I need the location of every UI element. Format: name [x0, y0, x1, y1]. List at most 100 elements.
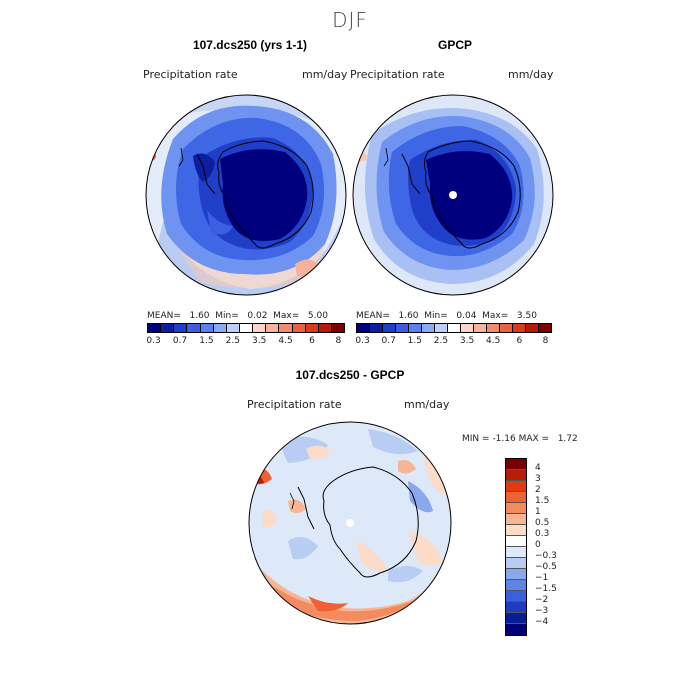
- diff-colorbar-tick-label: −1: [535, 573, 549, 583]
- model-colorbar-swatch: [331, 324, 345, 332]
- model-colorbar-swatch: [200, 324, 214, 332]
- diff-max-label: MAX =: [518, 434, 550, 444]
- obs-colorbar-swatch: [370, 324, 383, 332]
- diff-polar-map: [248, 421, 452, 625]
- diff-colorbar-swatch: [506, 591, 526, 602]
- model-colorbar-swatch: [161, 324, 175, 332]
- diff-colorbar-tick-label: −0.5: [535, 562, 557, 572]
- diff-units-label: mm/day: [404, 398, 450, 411]
- obs-colorbar-swatch: [357, 324, 370, 332]
- model-mean-value: 1.60: [189, 311, 210, 321]
- model-colorbar-tick-label: 8: [335, 336, 342, 346]
- model-units-label: mm/day: [302, 68, 348, 81]
- diff-colorbar-tick-label: 1: [535, 507, 541, 517]
- diff-colorbar-ticks: 4 3 2 1.5 1 0.5 0.3 0 −0.3 −0.5 −1 −1.5 −2 −3 −4: [535, 458, 575, 634]
- obs-stats: MEAN= 1.60 Min= 0.04 Max= 3.50: [356, 311, 537, 321]
- diff-colorbar-tick-label: 2: [535, 485, 541, 495]
- model-colorbar-tick-label: 4.5: [278, 336, 293, 346]
- obs-colorbar: [356, 323, 552, 333]
- obs-colorbar-swatch: [500, 324, 513, 332]
- model-colorbar-swatch: [253, 324, 267, 332]
- diff-max-value: 1.72: [557, 434, 578, 444]
- diff-colorbar-swatch: [506, 492, 526, 503]
- model-colorbar-swatch: [292, 324, 306, 332]
- model-colorbar-tick-label: 0.7: [172, 336, 188, 346]
- model-min-label: Min=: [215, 311, 239, 321]
- obs-colorbar-swatch: [383, 324, 396, 332]
- obs-colorbar-swatch: [487, 324, 500, 332]
- model-colorbar-swatch: [213, 324, 227, 332]
- obs-colorbar-tick-label: 1.5: [407, 336, 422, 346]
- diff-colorbar-swatch: [506, 624, 526, 635]
- obs-colorbar-swatch: [448, 324, 461, 332]
- obs-colorbar-swatch: [409, 324, 422, 332]
- obs-polar-map: [352, 94, 554, 296]
- diff-colorbar-swatch: [506, 514, 526, 525]
- obs-colorbar-tick-label: 2.5: [433, 336, 449, 346]
- diff-colorbar-swatch: [506, 459, 526, 470]
- diff-colorbar: [505, 458, 527, 636]
- model-colorbar-ticks: 0.3 0.7 1.5 2.5 3.5 4.5 6 8: [146, 336, 345, 348]
- obs-colorbar-tick-label: 4.5: [486, 336, 501, 346]
- obs-max-label: Max=: [482, 311, 509, 321]
- diff-colorbar-swatch: [506, 481, 526, 492]
- model-colorbar-swatch: [266, 324, 280, 332]
- diff-colorbar-tick-label: 1.5: [535, 496, 550, 506]
- obs-panel-title: GPCP: [437, 38, 472, 52]
- diff-min-label: MIN =: [462, 434, 490, 444]
- diff-colorbar-swatch: [506, 580, 526, 591]
- diff-colorbar-swatch: [506, 525, 526, 536]
- obs-colorbar-swatch: [461, 324, 474, 332]
- obs-colorbar-ticks: 0.3 0.7 1.5 2.5 3.5 4.5 6 8: [355, 336, 552, 348]
- model-colorbar-swatch: [148, 324, 162, 332]
- diff-colorbar-swatch: [506, 503, 526, 514]
- diff-colorbar-tick-label: 0: [535, 540, 541, 550]
- diff-colorbar-swatch: [506, 547, 526, 558]
- model-colorbar-swatch: [318, 324, 332, 332]
- obs-colorbar-swatch: [435, 324, 448, 332]
- model-mean-label: MEAN=: [147, 311, 181, 321]
- diff-colorbar-swatch: [506, 569, 526, 580]
- diff-colorbar-tick-label: 3: [535, 474, 541, 484]
- model-colorbar-swatch: [279, 324, 293, 332]
- diff-colorbar-tick-label: −3: [535, 606, 549, 616]
- obs-max-value: 3.50: [516, 311, 537, 321]
- obs-colorbar-swatch: [474, 324, 487, 332]
- model-polar-map: [145, 94, 347, 296]
- diff-colorbar-tick-label: −4: [535, 617, 549, 627]
- model-panel-title: 107.dcs250 (yrs 1-1): [192, 38, 308, 52]
- obs-colorbar-swatch: [513, 324, 526, 332]
- obs-colorbar-tick-label: 3.5: [459, 336, 475, 346]
- obs-colorbar-swatch: [526, 324, 539, 332]
- model-colorbar: [147, 323, 345, 333]
- model-stats: MEAN= 1.60 Min= 0.02 Max= 5.00: [147, 311, 328, 321]
- obs-colorbar-swatch: [396, 324, 409, 332]
- obs-colorbar-tick-label: 6: [516, 336, 523, 346]
- diff-stats: MIN = -1.16 MAX = 1.72: [462, 434, 578, 444]
- model-colorbar-tick-label: 3.5: [252, 336, 267, 346]
- diff-colorbar-swatch: [506, 558, 526, 569]
- model-colorbar-tick-label: 1.5: [199, 336, 214, 346]
- model-colorbar-swatch: [187, 324, 201, 332]
- model-colorbar-tick-label: 6: [309, 336, 315, 346]
- obs-colorbar-tick-label: 0.7: [381, 336, 396, 346]
- model-min-value: 0.02: [247, 311, 268, 321]
- model-max-label: Max=: [273, 311, 300, 321]
- model-colorbar-tick-label: 0.3: [146, 336, 161, 346]
- diff-colorbar-tick-label: 0.5: [535, 518, 550, 528]
- diff-colorbar-tick-label: −0.3: [535, 551, 557, 561]
- model-colorbar-swatch: [174, 324, 188, 332]
- diff-colorbar-tick-label: −1.5: [535, 584, 557, 594]
- obs-colorbar-tick-label: 8: [542, 336, 549, 346]
- obs-mean-value: 1.60: [398, 311, 419, 321]
- model-variable-label: Precipitation rate: [143, 68, 238, 81]
- diff-colorbar-swatch: [506, 470, 526, 481]
- diff-colorbar-swatch: [506, 602, 526, 613]
- diff-colorbar-tick-label: 0.3: [535, 529, 550, 539]
- obs-colorbar-tick-label: 0.3: [355, 336, 370, 346]
- obs-units-label: mm/day: [508, 68, 554, 81]
- obs-min-label: Min=: [424, 311, 448, 321]
- diff-colorbar-swatch: [506, 536, 526, 547]
- diff-panel-title: 107.dcs250 - GPCP: [295, 368, 405, 382]
- obs-colorbar-swatch: [539, 324, 551, 332]
